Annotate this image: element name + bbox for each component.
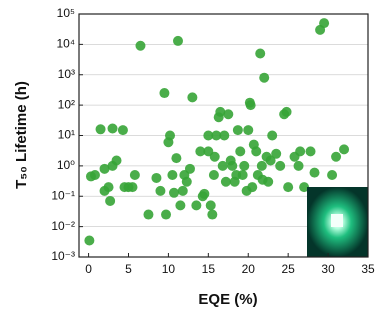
data-point <box>233 125 243 135</box>
data-point <box>327 170 337 180</box>
data-point <box>257 161 267 171</box>
data-point <box>96 124 106 134</box>
data-point <box>206 200 216 210</box>
data-point <box>173 36 183 46</box>
data-point <box>108 124 118 134</box>
data-point <box>167 170 177 180</box>
data-point <box>239 161 249 171</box>
data-point <box>275 161 285 171</box>
data-point <box>178 186 188 196</box>
data-point <box>210 152 220 162</box>
data-point <box>339 144 349 154</box>
data-point <box>105 196 115 206</box>
data-point <box>84 235 94 245</box>
data-point <box>187 92 197 102</box>
data-point <box>182 177 192 187</box>
data-point <box>175 200 185 210</box>
data-point <box>283 182 293 192</box>
data-point <box>221 177 231 187</box>
data-point <box>207 210 217 220</box>
data-point <box>104 182 114 192</box>
data-point <box>246 100 256 110</box>
data-point <box>306 146 316 156</box>
data-point <box>282 107 292 117</box>
y-tick-label: 10⁻³ <box>51 249 75 263</box>
x-tick-label: 30 <box>321 262 335 276</box>
y-tick-label: 10⁴ <box>56 37 75 51</box>
data-point <box>319 18 329 28</box>
y-tick-label: 10⁵ <box>57 6 75 20</box>
x-tick-label: 15 <box>202 262 216 276</box>
data-point <box>219 131 229 141</box>
x-tick-label: 35 <box>361 262 375 276</box>
data-point <box>271 149 281 159</box>
y-tick-label: 10³ <box>58 67 75 81</box>
data-point <box>310 168 320 178</box>
data-point <box>294 161 304 171</box>
data-point <box>227 161 237 171</box>
data-point <box>169 188 179 198</box>
data-point <box>267 131 277 141</box>
data-point <box>199 189 209 199</box>
data-point <box>159 88 169 98</box>
data-point <box>263 177 273 187</box>
data-point <box>209 170 219 180</box>
inset-device <box>331 214 343 227</box>
data-point <box>238 170 248 180</box>
data-point <box>243 125 253 135</box>
y-tick-label: 10² <box>58 97 75 111</box>
data-point <box>223 109 233 119</box>
x-tick-label: 25 <box>281 262 295 276</box>
data-point <box>155 186 165 196</box>
data-point <box>259 73 269 83</box>
data-point <box>295 146 305 156</box>
data-point <box>165 131 175 141</box>
y-axis-title: T₅₀ Lifetime (h) <box>13 81 30 189</box>
data-point <box>171 153 181 163</box>
data-point <box>247 182 257 192</box>
inset-photo <box>307 187 368 257</box>
y-tick-label: 10¹ <box>58 128 75 142</box>
data-point <box>135 41 145 51</box>
x-tick-label: 20 <box>242 262 256 276</box>
data-point <box>191 200 201 210</box>
data-point <box>255 49 265 59</box>
x-axis-title: EQE (%) <box>198 291 257 308</box>
data-point <box>151 173 161 183</box>
chart: 10⁻³ 10⁻² 10⁻¹ 10⁰ 10¹ 10² 10³ 10⁴ 10⁵ 0 5 10 15 20 25… <box>0 0 377 313</box>
x-tick-label: 10 <box>162 262 176 276</box>
data-point <box>90 170 100 180</box>
data-point <box>127 182 137 192</box>
data-point <box>251 146 261 156</box>
data-point <box>112 156 122 166</box>
data-point <box>143 210 153 220</box>
data-point <box>331 152 341 162</box>
data-point <box>118 125 128 135</box>
data-point <box>130 170 140 180</box>
data-point <box>161 210 171 220</box>
y-tick-label: 10⁻¹ <box>51 188 75 202</box>
data-point <box>185 164 195 174</box>
x-tick-label: 0 <box>85 262 92 276</box>
data-point <box>235 146 245 156</box>
y-tick-label: 10⁰ <box>57 158 75 172</box>
y-tick-label: 10⁻² <box>51 219 75 233</box>
x-tick-label: 5 <box>125 262 132 276</box>
